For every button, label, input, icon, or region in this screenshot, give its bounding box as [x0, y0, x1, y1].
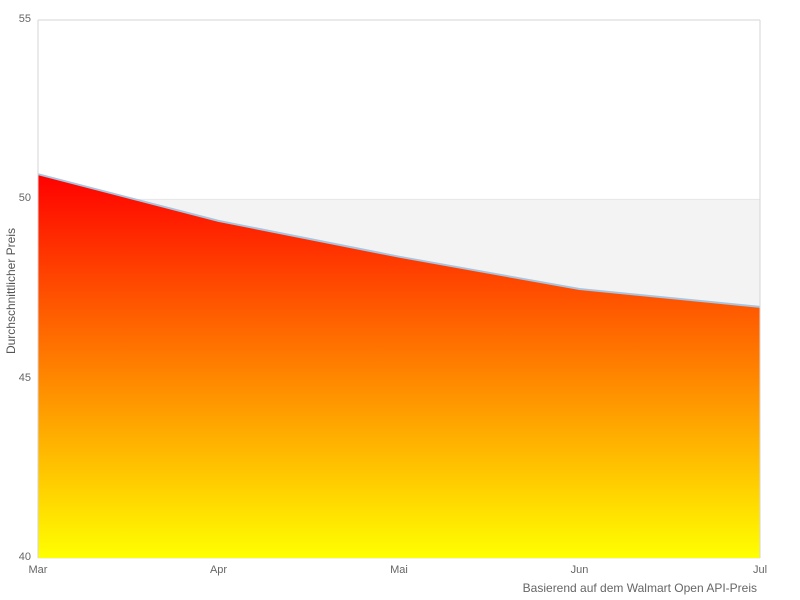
- series-line: [37, 173, 761, 308]
- y-tick-label-55: 55: [18, 13, 31, 25]
- chart-caption: Basierend auf dem Walmart Open API-Preis: [522, 581, 757, 595]
- y-tick-label-40: 40: [18, 551, 31, 563]
- x-tick-label-mar: Mar: [28, 564, 48, 576]
- x-tick-label-jun: Jun: [570, 564, 589, 576]
- x-tick-label-apr: Apr: [209, 564, 228, 576]
- x-tick-label-mai: Mai: [390, 564, 408, 576]
- y-axis-title: Durchschnittlicher Preis: [4, 228, 18, 355]
- y-tick-label-45: 45: [18, 371, 31, 384]
- series-area-fill: [38, 174, 760, 558]
- x-tick-label-jul: Jul: [752, 564, 768, 576]
- y-tick-label-50: 50: [18, 192, 31, 205]
- plot-border-layer: [37, 19, 761, 558]
